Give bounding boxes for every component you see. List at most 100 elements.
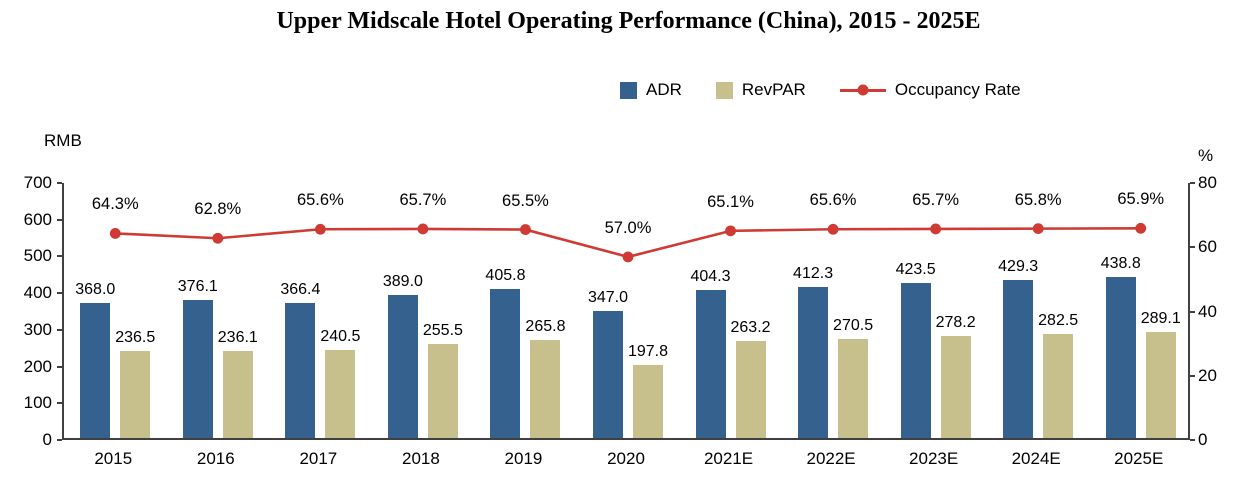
occupancy-point bbox=[417, 223, 429, 235]
revpar-bar bbox=[633, 365, 663, 438]
revpar-bar bbox=[838, 338, 869, 438]
occupancy-point bbox=[930, 223, 942, 235]
revpar-bar bbox=[222, 351, 253, 438]
adr-bar bbox=[695, 289, 726, 438]
adr-value-label: 347.0 bbox=[587, 288, 629, 306]
adr-bar bbox=[182, 299, 213, 438]
adr-value-label: 376.1 bbox=[177, 277, 218, 295]
left-axis-tick-mark bbox=[57, 365, 62, 368]
x-axis-category-label: 2022E bbox=[806, 449, 856, 468]
revpar-value-label: 282.5 bbox=[1038, 312, 1079, 330]
left-axis-tick-mark bbox=[57, 218, 62, 221]
occupancy-point bbox=[622, 251, 634, 263]
left-axis-tick-label: 0 bbox=[42, 430, 52, 449]
x-axis-category-label: 2020 bbox=[607, 449, 645, 468]
x-axis-category-label: 2019 bbox=[504, 449, 543, 468]
revpar-bar bbox=[1043, 334, 1074, 438]
adr-bar bbox=[285, 303, 316, 438]
occupancy-value-label: 65.7% bbox=[399, 190, 447, 209]
occupancy-value-label: 65.9% bbox=[1117, 190, 1165, 209]
adr-bar bbox=[490, 289, 521, 438]
left-axis-tick-mark bbox=[57, 328, 62, 331]
right-axis-tick-mark bbox=[1190, 182, 1195, 184]
revpar-legend-swatch bbox=[715, 81, 733, 99]
adr-value-label: 368.0 bbox=[75, 280, 116, 298]
adr-bar bbox=[1105, 276, 1136, 438]
right-axis-tick-mark bbox=[1190, 246, 1195, 249]
adr-value-label: 423.5 bbox=[895, 260, 936, 278]
left-axis-tick-label: 400 bbox=[23, 283, 52, 303]
revpar-bar bbox=[325, 349, 356, 438]
revpar-bar bbox=[1145, 331, 1176, 438]
revpar-value-label: 236.5 bbox=[115, 329, 156, 347]
legend-label: Occupancy Rate bbox=[894, 80, 1021, 99]
adr-value-label: 412.3 bbox=[793, 264, 834, 282]
right-axis-unit-label: % bbox=[1198, 146, 1214, 165]
left-axis-unit-label: RMB bbox=[44, 131, 82, 150]
adr-legend-swatch bbox=[620, 81, 637, 99]
adr-value-label: 389.0 bbox=[382, 273, 423, 291]
legend-item-occupancy-rate: Occupancy Rate bbox=[839, 80, 1021, 100]
left-axis-tick-label: 200 bbox=[23, 356, 52, 376]
revpar-value-label: 265.8 bbox=[525, 318, 566, 336]
occupancy-legend-line bbox=[839, 84, 886, 96]
occupancy-point bbox=[520, 224, 531, 235]
adr-value-label: 404.3 bbox=[690, 267, 731, 285]
occupancy-point bbox=[109, 228, 121, 239]
legend-label: RevPAR bbox=[741, 80, 806, 99]
occupancy-point bbox=[314, 223, 326, 235]
adr-value-label: 366.4 bbox=[280, 281, 321, 299]
x-axis-category-label: 2016 bbox=[196, 449, 235, 468]
right-axis-tick-label: 60 bbox=[1198, 237, 1217, 257]
right-axis-tick-mark bbox=[1190, 310, 1195, 313]
right-axis-tick-label: 0 bbox=[1198, 430, 1208, 449]
revpar-value-label: 240.5 bbox=[320, 327, 361, 345]
occupancy-value-label: 65.5% bbox=[502, 191, 549, 210]
revpar-bar bbox=[120, 351, 151, 438]
right-axis-tick-mark bbox=[1190, 439, 1195, 441]
chart-title: Upper Midscale Hotel Operating Performan… bbox=[276, 8, 981, 34]
adr-value-label: 438.8 bbox=[1100, 254, 1141, 272]
right-axis-tick-label: 40 bbox=[1198, 301, 1217, 321]
x-axis-category-label: 2017 bbox=[299, 449, 338, 468]
x-axis-category-label: 2024E bbox=[1011, 449, 1061, 468]
occupancy-point bbox=[725, 225, 736, 237]
revpar-value-label: 236.1 bbox=[217, 329, 258, 347]
right-axis-tick-label: 80 bbox=[1198, 173, 1217, 192]
x-axis-category-label: 2021E bbox=[703, 449, 754, 468]
legend: ADR RevPAR Occupancy Rate bbox=[620, 80, 1021, 100]
left-axis-tick-label: 700 bbox=[23, 173, 52, 192]
left-axis-tick-label: 500 bbox=[23, 246, 52, 266]
left-axis-tick-mark bbox=[57, 292, 62, 295]
revpar-bar bbox=[735, 341, 766, 438]
revpar-bar bbox=[940, 335, 971, 438]
adr-bar bbox=[798, 286, 829, 438]
right-axis-tick-mark bbox=[1190, 374, 1195, 377]
adr-bar bbox=[900, 282, 931, 438]
revpar-value-label: 278.2 bbox=[935, 313, 976, 331]
legend-item-adr: ADR bbox=[620, 80, 682, 100]
revpar-bar bbox=[530, 340, 561, 438]
occupancy-value-label: 57.0% bbox=[604, 218, 652, 237]
x-axis-category-label: 2025E bbox=[1114, 449, 1164, 468]
left-axis-tick-mark bbox=[57, 402, 62, 405]
revpar-value-label: 255.5 bbox=[422, 322, 463, 340]
legend-item-revpar: RevPAR bbox=[715, 80, 806, 100]
occupancy-point bbox=[1135, 222, 1147, 234]
right-axis-tick-label: 20 bbox=[1198, 365, 1217, 385]
occupancy-value-label: 65.1% bbox=[707, 192, 754, 211]
x-axis-category-label: 2023E bbox=[909, 449, 959, 468]
revpar-value-label: 289.1 bbox=[1140, 309, 1181, 327]
left-axis-tick-mark bbox=[57, 439, 62, 441]
revpar-value-label: 197.8 bbox=[627, 343, 669, 361]
x-axis-category-label: 2015 bbox=[94, 449, 133, 468]
left-axis-tick-label: 600 bbox=[23, 209, 52, 229]
revpar-bar bbox=[427, 344, 458, 438]
legend-label: ADR bbox=[646, 80, 682, 99]
occupancy-point bbox=[827, 223, 839, 235]
occupancy-value-label: 65.6% bbox=[809, 191, 857, 210]
left-axis-tick-mark bbox=[57, 255, 62, 258]
adr-bar bbox=[593, 310, 623, 438]
adr-value-label: 429.3 bbox=[998, 258, 1039, 276]
left-axis-tick-mark bbox=[57, 182, 62, 184]
